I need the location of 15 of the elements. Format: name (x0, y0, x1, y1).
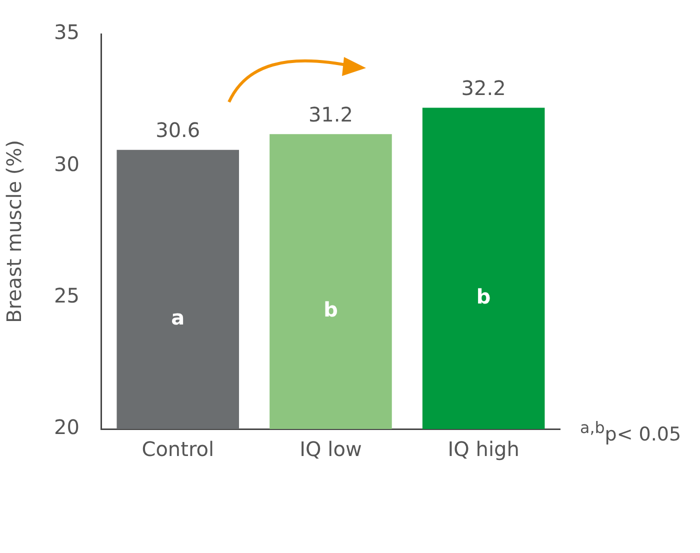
text: $^{a,b}$p< 0.05 (580, 418, 682, 446)
x-tick-label: IQ low (300, 437, 362, 462)
y-tick-label: 35 (54, 20, 80, 44)
x-tick-label: Control (142, 437, 214, 462)
x-tick-label: IQ high (448, 437, 520, 462)
data-label: 30.6 (156, 118, 200, 142)
data-label: 31.2 (308, 102, 353, 126)
y-tick-label: 25 (54, 284, 80, 308)
y-tick-label: 30 (54, 152, 80, 176)
annotation: b (324, 298, 338, 322)
data-label: 32.2 (461, 76, 506, 100)
y-axis-title: Breast muscle (%) (2, 140, 26, 324)
annotation: b (476, 284, 491, 309)
y-tick-label: 20 (54, 415, 80, 440)
annotation: a (171, 306, 185, 330)
